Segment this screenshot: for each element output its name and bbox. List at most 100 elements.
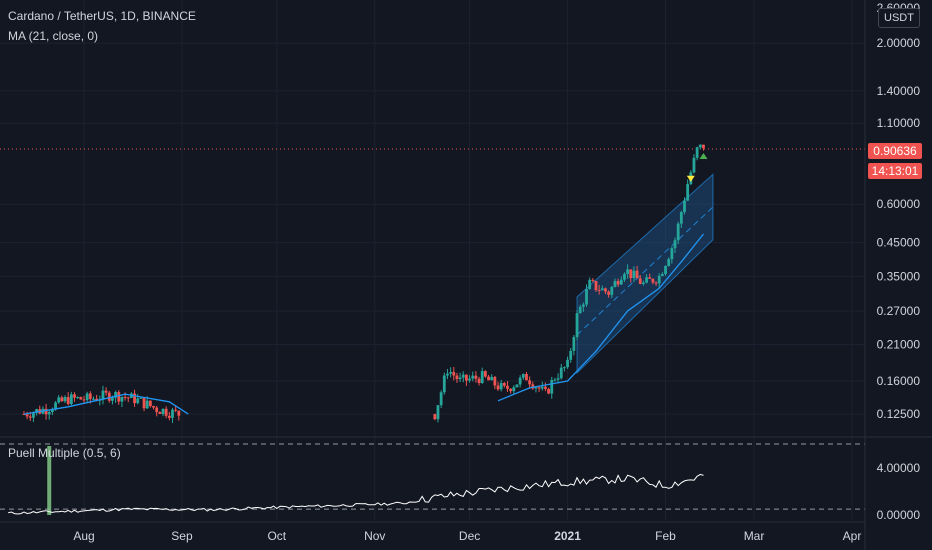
indicator-legend[interactable]: Puell Multiple (0.5, 6) — [8, 446, 121, 460]
candle-body — [483, 371, 487, 377]
candle — [591, 278, 595, 283]
candle — [63, 395, 67, 404]
candle — [161, 408, 165, 417]
candle-body — [126, 397, 130, 399]
candle — [167, 411, 171, 421]
down-triangle-marker — [686, 175, 695, 182]
candle — [107, 390, 111, 403]
candle — [686, 179, 690, 202]
candle — [547, 387, 550, 395]
candle-body — [648, 277, 652, 279]
channel-midline — [576, 206, 714, 336]
candle — [521, 373, 525, 380]
candle — [60, 395, 64, 402]
candle-body — [651, 278, 655, 283]
candle-body — [670, 248, 674, 260]
candle-body — [702, 144, 705, 149]
candle-body — [490, 376, 494, 381]
candle — [518, 375, 522, 388]
candle — [588, 277, 592, 290]
candle-body — [28, 416, 32, 418]
ma-legend[interactable]: MA (21, close, 0) — [8, 29, 99, 43]
currency-button[interactable]: USDT — [878, 8, 920, 28]
candle — [512, 385, 516, 394]
candle-body — [585, 289, 588, 305]
candle-body — [117, 392, 121, 402]
grid — [0, 0, 865, 520]
candle-body — [588, 279, 592, 290]
candle — [569, 347, 573, 363]
candle-body — [85, 393, 89, 400]
candle-body — [101, 390, 105, 400]
candle — [480, 367, 484, 384]
candle-body — [57, 397, 61, 403]
candle — [136, 393, 140, 405]
ma-line-layer — [23, 233, 705, 415]
candle — [531, 381, 535, 390]
price-tick-label: 0.16000 — [877, 374, 921, 388]
candle — [613, 278, 617, 288]
time-axis-label: Mar — [744, 529, 765, 543]
candle-body — [114, 392, 118, 398]
time-axis-label: Apr — [843, 529, 862, 543]
candle — [544, 382, 547, 392]
candle — [69, 391, 73, 406]
candle-body — [664, 266, 667, 275]
candle-body — [673, 240, 677, 249]
candle — [597, 284, 601, 295]
candle-body — [686, 184, 690, 201]
candle — [676, 221, 680, 245]
time-axis-label: Aug — [73, 529, 94, 543]
candle — [117, 390, 121, 405]
candle-body — [566, 359, 569, 368]
symbol-legend[interactable]: Cardano / TetherUS, 1D, BINANCE — [8, 9, 196, 23]
candle — [594, 280, 598, 292]
candle — [499, 379, 503, 392]
candle-body — [496, 385, 500, 390]
candle-body — [92, 398, 95, 400]
candle — [164, 406, 168, 419]
candle — [506, 381, 509, 392]
candle — [66, 392, 70, 406]
candle — [585, 284, 588, 307]
candle-body — [695, 147, 699, 158]
candle — [502, 382, 506, 388]
candle-body — [578, 306, 582, 314]
price-tick-label: 0.27000 — [877, 304, 921, 318]
candle-body — [477, 378, 481, 384]
time-axis-label: Dec — [459, 529, 480, 543]
candle-body — [594, 280, 598, 291]
candle-body — [487, 376, 490, 381]
price-tick-label: 0.12500 — [877, 407, 921, 421]
candle — [670, 246, 674, 264]
candle — [471, 371, 475, 382]
candle-body — [559, 367, 563, 379]
candle — [515, 384, 519, 388]
candle-body — [120, 396, 124, 402]
candle — [104, 387, 108, 396]
candle — [635, 265, 639, 279]
candle-body — [104, 390, 108, 393]
candle — [44, 403, 48, 420]
price-tick-label: 0.45000 — [877, 236, 921, 250]
candle-body — [139, 397, 143, 399]
candle — [679, 210, 683, 228]
candle — [553, 377, 557, 382]
candle-body — [111, 397, 114, 401]
candle-body — [547, 388, 550, 394]
candle-body — [515, 384, 519, 388]
candle-body — [25, 414, 29, 417]
candle — [651, 278, 655, 285]
candle-body — [553, 379, 557, 381]
candle-body — [446, 373, 449, 376]
candle-body — [683, 200, 686, 213]
candle-body — [161, 408, 165, 415]
candle — [436, 405, 440, 423]
candle-body — [66, 397, 70, 405]
candle-body — [82, 399, 86, 401]
candle-body — [667, 259, 671, 267]
candle-body — [60, 397, 64, 402]
candle — [101, 385, 105, 405]
candle-body — [502, 383, 506, 386]
